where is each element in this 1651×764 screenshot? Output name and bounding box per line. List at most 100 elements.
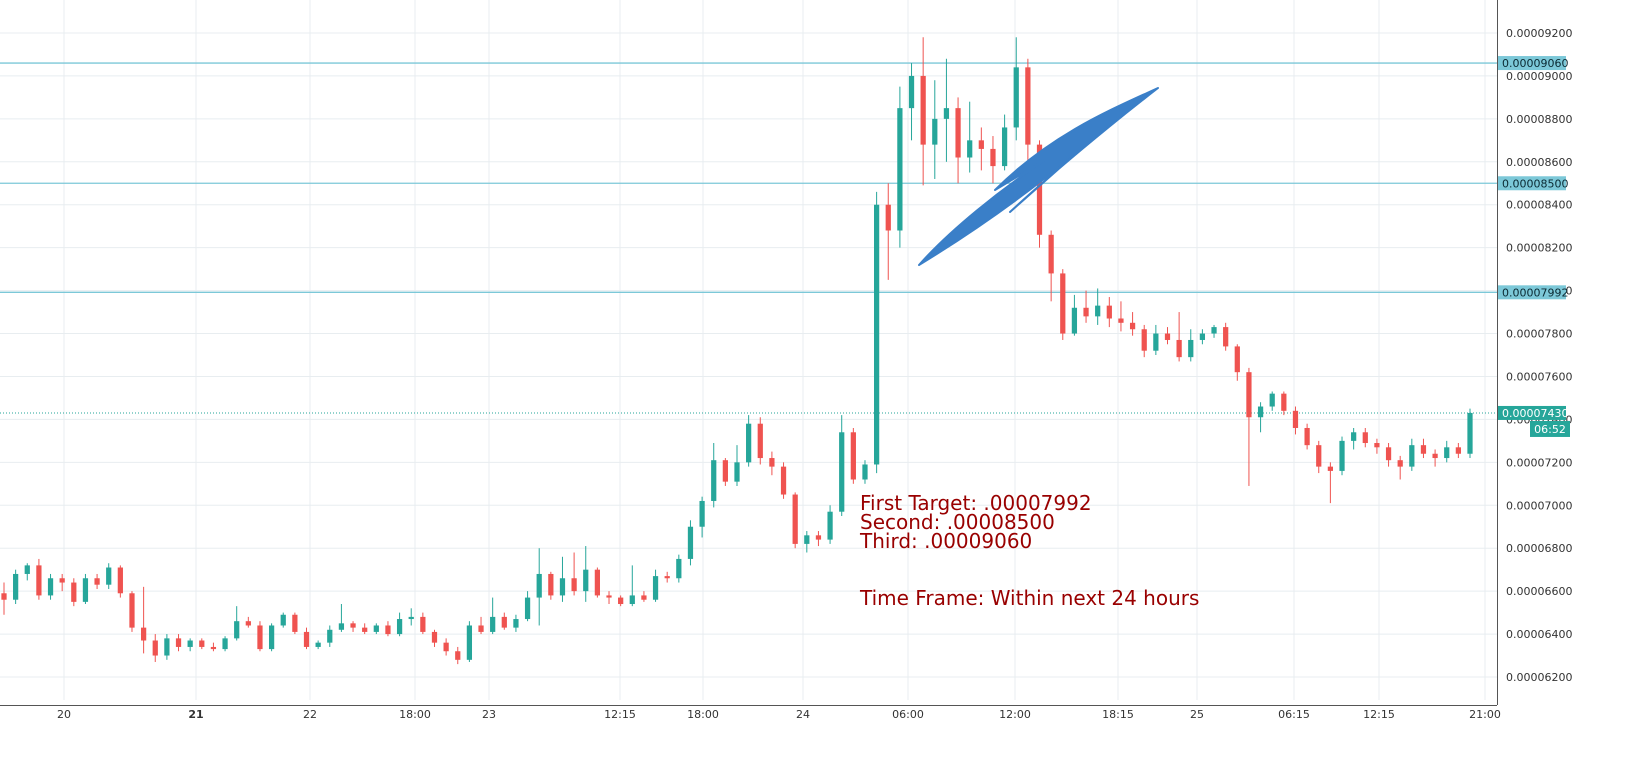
candle-body <box>1397 460 1403 467</box>
candle-body <box>874 204 880 465</box>
candle-body <box>396 619 403 635</box>
candle-body <box>932 118 938 145</box>
candle-body <box>571 578 577 592</box>
target-price-tag-label: 0.00009060 <box>1502 57 1568 70</box>
y-tick-label: 0.00008200 <box>1506 242 1572 255</box>
candle <box>1420 438 1427 459</box>
candle <box>606 591 612 605</box>
candle-body <box>839 432 845 512</box>
candle <box>24 563 30 581</box>
candle <box>664 571 670 583</box>
candle <box>47 573 54 600</box>
candle-body <box>199 640 205 647</box>
price-tags: 0.00009060 0.00008500 0.00007992 0.00007430… <box>1498 56 1570 437</box>
candle-body <box>455 651 461 660</box>
arrow-drawing[interactable] <box>918 87 1159 266</box>
candle <box>408 608 414 626</box>
candle <box>908 63 915 141</box>
candle-body <box>315 642 321 647</box>
candle-body <box>1071 307 1078 334</box>
candle <box>524 591 531 622</box>
target-price-tag <box>1498 56 1566 71</box>
candle-body <box>36 565 42 596</box>
last-price-tag-label: 0.00007430 <box>1502 407 1568 420</box>
candle-body <box>13 573 19 600</box>
candle-body <box>978 140 984 149</box>
candle-body <box>257 625 263 650</box>
annotation-line: First Target: .00007992 <box>860 491 1092 515</box>
candle-body <box>1083 307 1089 317</box>
candle <box>338 604 345 632</box>
candle-body <box>1106 305 1112 319</box>
countdown-badge <box>1530 420 1570 437</box>
candle <box>1048 230 1054 302</box>
candle <box>152 634 158 662</box>
y-tick-label: 0.00007800 <box>1506 328 1572 341</box>
candle-body <box>1420 445 1427 454</box>
candle-body <box>804 535 810 544</box>
candle-body <box>524 597 531 620</box>
candle-body <box>490 616 496 632</box>
candle-body <box>827 511 833 540</box>
candle <box>874 191 880 474</box>
candle <box>687 520 694 566</box>
candle <box>711 443 717 508</box>
candle-body <box>1327 466 1333 471</box>
annotation-line: Second: .00008500 <box>860 510 1055 534</box>
candle-body <box>106 567 112 585</box>
candle-body <box>780 466 787 495</box>
candle <box>385 621 391 637</box>
candle <box>1223 322 1229 351</box>
candle <box>1409 438 1415 471</box>
candle <box>559 556 566 602</box>
y-tick-label: 0.00006200 <box>1506 671 1572 684</box>
candle-body <box>362 627 368 632</box>
candle-body <box>1234 346 1240 373</box>
annotation-line: Third: .00009060 <box>859 529 1032 553</box>
candle <box>455 646 461 665</box>
candle <box>396 612 403 637</box>
candle <box>59 573 65 592</box>
candle-body <box>1199 333 1206 340</box>
x-tick-label: 24 <box>796 708 810 721</box>
arrow-icon[interactable] <box>918 87 1159 266</box>
candle-body <box>722 460 728 482</box>
y-tick-label: 0.00007200 <box>1506 456 1572 469</box>
candle <box>501 612 507 630</box>
candle <box>583 546 589 602</box>
candle-body <box>350 623 356 628</box>
candle-body <box>967 140 973 158</box>
candle <box>652 569 659 602</box>
candle <box>222 636 228 652</box>
candle-body <box>1013 67 1019 128</box>
candle-body <box>117 567 123 594</box>
candle-body <box>280 614 286 626</box>
candle-body <box>548 573 554 596</box>
candle <box>13 569 19 605</box>
candle-body <box>1455 447 1461 454</box>
target-price-tag-label: 0.00007992 <box>1502 286 1568 299</box>
candle-body <box>501 616 507 628</box>
candle-body <box>222 638 228 650</box>
candle <box>1188 329 1194 362</box>
x-tick-label: 12:15 <box>604 708 636 721</box>
candle <box>1083 290 1089 323</box>
candle-body <box>792 494 798 544</box>
y-tick-label: 0.00007600 <box>1506 370 1572 383</box>
time-axis[interactable]: 20 21 22 18:00 23 12:15 18:00 24 06:00 12:00 18:15… <box>0 705 1501 722</box>
candle-body <box>850 432 856 480</box>
candle <box>187 638 193 652</box>
candle <box>141 586 147 654</box>
candle <box>792 492 798 549</box>
candle <box>943 58 950 162</box>
candle <box>1269 391 1275 411</box>
candle <box>268 623 275 652</box>
candle-body <box>1432 453 1438 459</box>
candle-body <box>862 464 868 480</box>
y-tick-label: 0.00009000 <box>1506 70 1572 83</box>
candle-body <box>420 616 426 632</box>
x-tick-label: 18:15 <box>1102 708 1134 721</box>
candle <box>897 86 903 248</box>
